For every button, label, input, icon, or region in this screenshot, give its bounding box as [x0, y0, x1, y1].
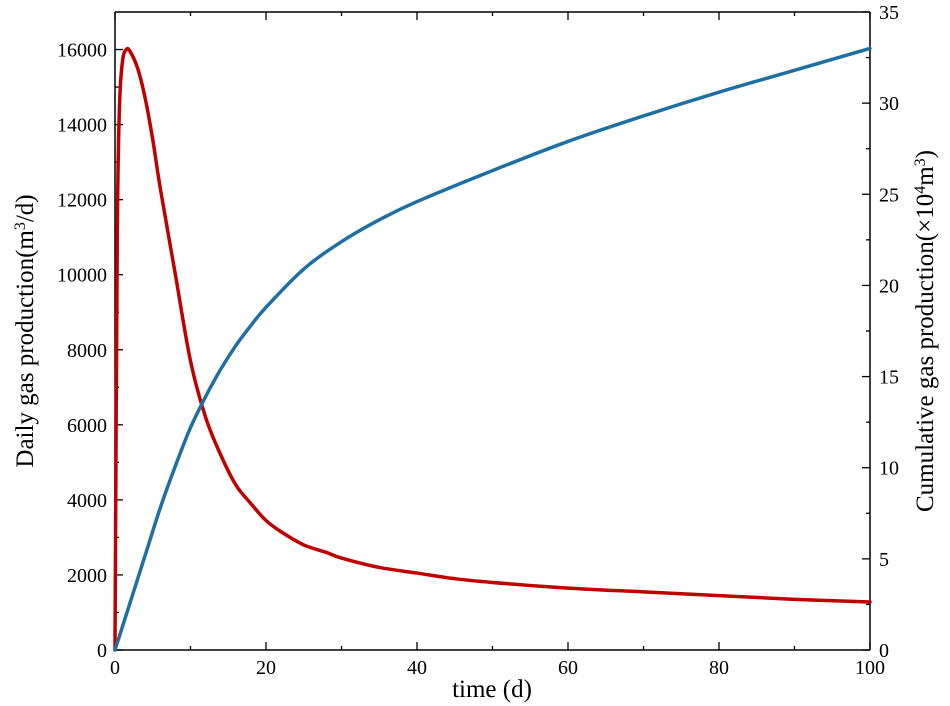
right-y-title-part3: ) — [912, 150, 939, 158]
left-y-tick-label: 16000 — [57, 40, 107, 62]
left-y-tick-label: 2000 — [67, 565, 107, 587]
x-tick-label: 20 — [256, 657, 276, 679]
x-tick-label: 80 — [709, 657, 729, 679]
daily-gas-production-line — [113, 46, 872, 652]
left-y-axis-title: Daily gas production(m3/d) — [12, 194, 40, 467]
right-y-title-part1: Cumulative gas production(×10 — [912, 194, 939, 512]
ticks-layer: 0 20 40 60 80 1000200040006000800010000120001… — [57, 2, 899, 679]
left-y-tick-label: 12000 — [57, 190, 107, 212]
right-y-tick-label: 5 — [879, 549, 889, 571]
left-y-title-part1: Daily gas production(m — [12, 230, 39, 468]
left-y-tick-label: 6000 — [67, 415, 107, 437]
left-y-tick-label: 14000 — [57, 115, 107, 137]
right-y-title-part2: m — [912, 166, 939, 186]
right-y-tick-label: 15 — [879, 367, 899, 389]
x-tick-label: 40 — [407, 657, 427, 679]
x-tick-label: 100 — [855, 657, 885, 679]
right-y-axis-title: Cumulative gas production(×104m3) — [912, 150, 940, 512]
right-y-tick-label: 30 — [879, 93, 899, 115]
right-y-tick-label: 0 — [879, 640, 889, 662]
left-y-tick-label: 8000 — [67, 340, 107, 362]
right-y-tick-label: 10 — [879, 458, 899, 480]
left-y-title-part2: /d) — [12, 194, 39, 222]
left-y-tick-label: 4000 — [67, 490, 107, 512]
left-y-tick-label: 10000 — [57, 265, 107, 287]
right-y-title-sup1: 4 — [912, 186, 929, 194]
x-axis-title: time (d) — [452, 676, 532, 703]
x-tick-label: 60 — [558, 657, 578, 679]
series-layer — [113, 46, 872, 652]
right-y-tick-label: 20 — [879, 275, 899, 297]
right-y-tick-label: 35 — [879, 2, 899, 24]
right-y-title-sup2: 3 — [912, 158, 929, 166]
x-tick-label: 0 — [110, 657, 120, 679]
left-y-tick-label: 0 — [97, 640, 107, 662]
right-y-tick-label: 25 — [879, 184, 899, 206]
left-y-title-sup: 3 — [12, 222, 29, 230]
cumulative-gas-production-line — [113, 46, 872, 652]
